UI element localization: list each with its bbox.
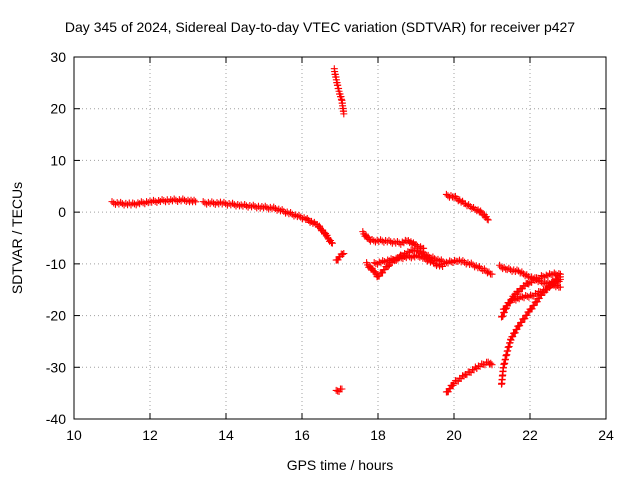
data-point [334,256,342,264]
series-track-d [332,250,348,264]
data-point [555,270,563,278]
data-point [437,261,445,269]
x-tick-label: 18 [370,427,386,443]
data-point [278,206,286,214]
data-point [426,258,434,266]
series-track-j [442,358,496,396]
data-point [514,294,522,302]
data-point [418,249,426,257]
x-tick-label: 12 [142,427,158,443]
data-point [380,257,388,265]
data-point [505,264,513,272]
data-point [190,196,198,204]
data-point [484,216,492,224]
data-point [556,275,564,283]
data-point [463,202,471,210]
plot-frame [73,56,607,420]
data-point [499,312,507,320]
data-point [521,272,529,280]
data-point [160,197,168,205]
data-point [339,250,347,258]
data-point [340,110,348,118]
data-point [167,196,175,204]
series-track-f [359,228,428,252]
data-point [439,262,447,270]
grid [74,57,606,419]
data-point [384,262,392,270]
data-point [338,385,346,393]
data-point [459,257,467,265]
series-track-h [370,251,447,270]
x-tick-label: 22 [522,427,538,443]
series-track-a [108,195,200,209]
data-point [398,238,406,246]
data-point [340,250,348,258]
y-tick-label: -20 [46,308,66,324]
series-track-i [442,190,492,224]
y-tick-label: 10 [50,152,66,168]
data-point [447,192,455,200]
data-point [410,247,418,255]
data-point [513,266,521,274]
data-point [370,259,378,267]
y-tick-label: -40 [46,411,66,427]
data-point [513,325,521,333]
data-point [429,253,437,261]
data-point [488,270,496,278]
y-tick-label: 20 [50,101,66,117]
series-track-l [498,273,564,388]
data-point [175,196,183,204]
y-tick-label: 30 [50,49,66,65]
x-tick-label: 20 [446,427,462,443]
chart-title: Day 345 of 2024, Sidereal Day-to-day VTE… [64,19,576,35]
data-point [527,291,535,299]
data-points [108,65,564,396]
data-point [483,269,491,277]
data-point [287,208,295,216]
x-tick-label: 16 [294,427,310,443]
y-tick-label: -10 [46,256,66,272]
data-point [379,257,387,265]
data-point [483,215,491,223]
data-point [270,203,278,211]
series-track-c [330,65,348,118]
y-axis: -40 -30 -20 -10 0 10 20 30 [46,49,606,427]
data-point [516,269,524,277]
data-point [467,259,475,267]
data-point [419,254,427,262]
data-point [511,329,519,337]
x-tick-label: 14 [218,427,234,443]
data-point [468,205,476,213]
data-point [471,363,479,371]
series-track-n [499,275,564,313]
data-point [488,361,496,369]
data-point [372,259,380,267]
data-point [192,198,200,206]
data-point [546,270,554,278]
data-point [172,196,180,204]
data-point [509,333,517,341]
data-point [177,197,185,205]
series-track-b [199,198,336,247]
series-track-e [332,385,346,395]
data-point [407,246,415,254]
y-tick-label: -30 [46,359,66,375]
data-point [375,258,383,266]
data-point [300,214,308,222]
data-point [507,336,515,344]
data-point [487,359,495,367]
x-tick-label: 10 [66,427,82,443]
data-point [556,283,564,291]
y-tick-label: 0 [58,204,66,220]
data-point [496,261,504,269]
y-axis-label: SDTVAR / TECUs [9,181,25,295]
data-point [295,211,303,219]
data-point [168,197,176,205]
x-axis-label: GPS time / hours [286,457,394,473]
x-axis: 10 12 14 16 18 20 22 24 [66,57,614,443]
data-point [328,239,336,247]
data-point [474,264,482,272]
x-tick-label: 24 [598,427,614,443]
